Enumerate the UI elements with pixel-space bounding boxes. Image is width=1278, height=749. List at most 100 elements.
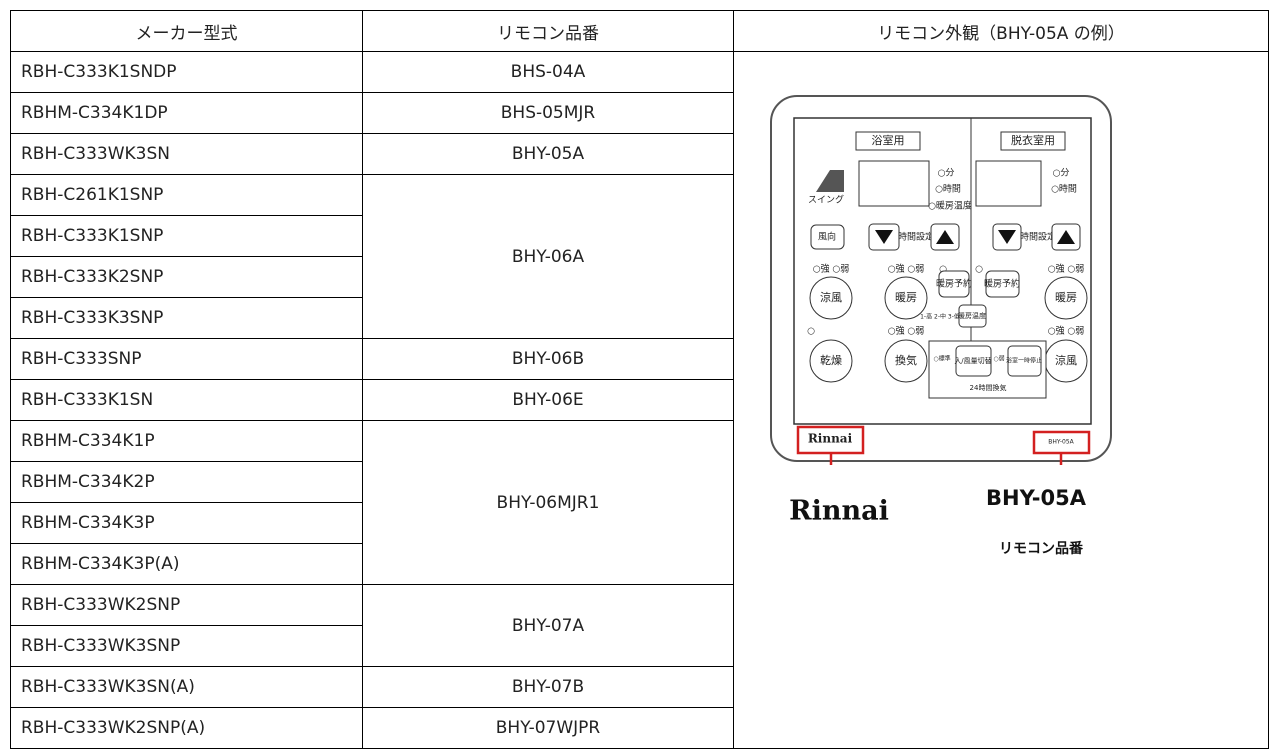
remote-cell: BHS-05MJR — [362, 92, 734, 134]
model-cell: RBH-C333WK3SN(A) — [10, 666, 363, 708]
model-cell: RBH-C333WK2SNP — [10, 584, 363, 626]
table-row: RBH-C333WK3SNP — [10, 625, 1269, 667]
panel-model: BHY-05A — [1048, 439, 1074, 446]
panel-label: ○分 — [1053, 168, 1070, 179]
table-row: RBH-C261K1SNP BHY-06A — [10, 174, 1269, 339]
button — [938, 270, 970, 298]
header-cell: メーカー型式 — [10, 10, 363, 52]
header-cell: リモコン外観（BHY-05A の例） — [733, 10, 1269, 52]
model-cell: RBH-C333WK2SNP(A) — [10, 707, 363, 749]
display — [975, 160, 1042, 207]
table-row: RBH-C333K1SN BHY-06E — [10, 379, 1269, 421]
remote-cell: BHS-04A — [362, 51, 734, 93]
button — [1007, 345, 1042, 377]
shower-icon — [816, 170, 844, 192]
button — [985, 270, 1020, 298]
model-name: BHY-05A — [986, 486, 1087, 510]
panel-label: ○分 — [938, 168, 955, 179]
table-row: RBH-C333K2SNP — [10, 256, 1269, 298]
panel-label: 浴室用 — [872, 134, 905, 147]
panel-label: ○標準 — [933, 355, 950, 363]
remote-cell: BHY-07A — [362, 584, 734, 667]
remote-cell: BHY-05A — [362, 133, 734, 175]
model-cell: RBHM-C334K1P — [10, 420, 363, 462]
model-cell: RBH-C261K1SNP — [10, 174, 363, 216]
panel-label: 暖房 — [895, 291, 917, 304]
model-cell: RBH-C333K1SNDP — [10, 51, 363, 93]
panel-label: ○ — [939, 265, 947, 275]
remote-cell: BHY-06MJR1 — [362, 420, 734, 585]
round-button — [884, 339, 928, 383]
header-cell: リモコン品番 — [362, 10, 734, 52]
panel-brand: Rinnai — [808, 432, 853, 446]
remote-cell: BHY-06E — [362, 379, 734, 421]
panel-label: 脱衣室用 — [1011, 133, 1055, 147]
image-cell: 浴室用 脱衣室用 ○分 ○時間 ○暖房温度 ○分 ○時間 スイング 風向 時間設… — [733, 51, 1269, 749]
panel-label: ○弱 — [993, 356, 1004, 363]
table-row: RBHM-C334K1P BHY-06MJR1 — [10, 420, 1269, 585]
panel-label: 暖房予約 — [984, 278, 1020, 290]
model-cell: RBHM-C334K3P(A) — [10, 543, 363, 585]
panel-label: ○強 ○弱 — [1048, 325, 1085, 337]
panel-label: 涼風 — [1055, 354, 1077, 367]
model-cell: RBHM-C334K2P — [10, 461, 363, 503]
header-row: メーカー型式 リモコン品番 リモコン外観（BHY-05A の例） — [10, 10, 1269, 52]
display — [858, 160, 930, 207]
panel-label: 時間設定 — [1020, 232, 1056, 243]
model-cell: RBH-C333WK3SN — [10, 133, 363, 175]
button — [810, 224, 845, 250]
button — [955, 345, 992, 377]
panel-label: ○強 ○弱 — [888, 263, 925, 275]
model-cell: RBH-C333K1SN — [10, 379, 363, 421]
table-row: RBHM-C334K3P — [10, 502, 1269, 544]
model-caption: リモコン品番 — [999, 540, 1084, 557]
table-row: RBHM-C334K3P(A) — [10, 543, 1269, 585]
panel-label: 時間設定 — [898, 232, 934, 243]
panel-label: ○時間 — [1051, 184, 1077, 195]
button — [958, 304, 987, 328]
model-cell: RBH-C333K3SNP — [10, 297, 363, 339]
label-box — [855, 131, 921, 151]
arrow-down — [998, 230, 1016, 244]
panel-label: 浴室一時停止 — [1006, 357, 1042, 365]
model-cell: RBH-C333WK3SNP — [10, 625, 363, 667]
table-row: RBH-C333K1SNDP BHS-04A 浴室用 脱衣室用 ○分 ○時間 ○暖… — [10, 51, 1269, 749]
panel-label: 1-高 2-中 3-低 — [920, 313, 960, 321]
panel-label: 換気 — [895, 353, 917, 367]
panel-label: ○暖房温度 — [928, 200, 972, 212]
remote-cell: BHY-06A — [362, 174, 734, 339]
panel-label: 暖房 — [1055, 291, 1077, 304]
model-cell: RBHM-C334K1DP — [10, 92, 363, 134]
table-body: RBH-C333K1SNDP BHS-04A 浴室用 脱衣室用 ○分 ○時間 ○暖… — [10, 51, 1269, 749]
remote-cell: BHY-07WJPR — [362, 707, 734, 749]
label-box — [1000, 131, 1066, 151]
table-row: RBH-C333WK3SN(A) BHY-07B — [10, 666, 1269, 708]
panel-label: スイング — [808, 194, 844, 206]
panel-label: 24時間換気 — [970, 383, 1007, 392]
model-cell: RBH-C333K1SNP — [10, 215, 363, 257]
remote-cell: BHY-06B — [362, 338, 734, 380]
panel-label: ○ — [807, 327, 815, 337]
table-row: RBH-C333K1SNP — [10, 215, 1269, 257]
arrow-down — [875, 230, 893, 244]
round-button — [884, 276, 928, 320]
panel-label: 涼風 — [820, 291, 842, 304]
panel-label: 乾燥 — [820, 354, 842, 367]
table-row: RBH-C333WK2SNP(A) BHY-07WJPR — [10, 707, 1269, 749]
table-row: RBH-C333SNP BHY-06B — [10, 338, 1269, 380]
round-button — [809, 276, 853, 320]
remote-cell: BHY-07B — [362, 666, 734, 708]
table-row: RBH-C333WK2SNP BHY-07A — [10, 584, 1269, 667]
remote-illustration: 浴室用 脱衣室用 ○分 ○時間 ○暖房温度 ○分 ○時間 スイング 風向 時間設… — [770, 95, 1112, 557]
panel-label: 暖房予約 — [936, 278, 972, 290]
arrow-up — [936, 230, 954, 244]
arrow-up — [1057, 230, 1075, 244]
round-button — [809, 339, 853, 383]
round-button — [1044, 276, 1088, 320]
panel-label: 暖房温度 — [958, 311, 986, 320]
panel-label: 風向 — [818, 231, 836, 243]
panel-label: 入/風量切替 — [954, 356, 991, 365]
panel-label: ○時間 — [935, 184, 961, 195]
